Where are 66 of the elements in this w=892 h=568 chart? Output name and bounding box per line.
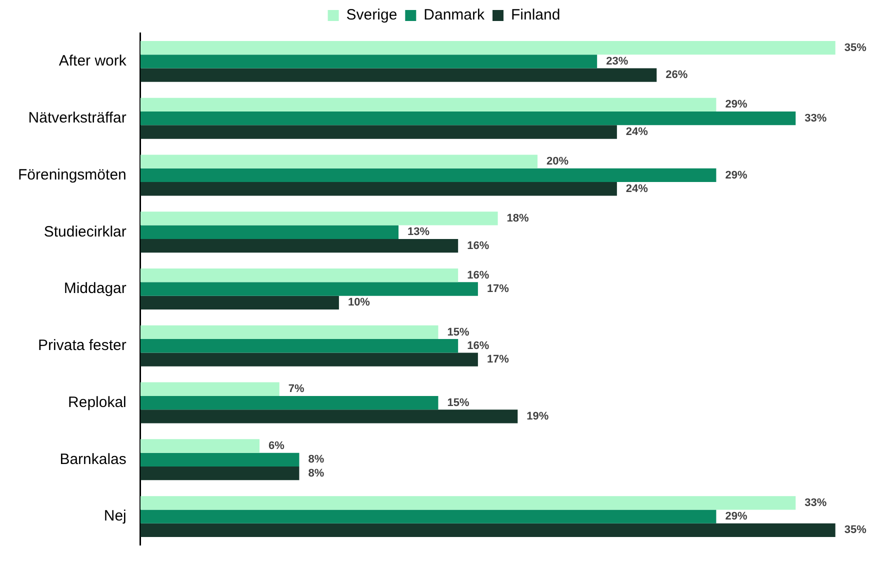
data-label: 24% [626,126,648,138]
data-label: 15% [447,396,470,409]
y-tick-label: After work [58,52,127,70]
bar [140,40,836,55]
bar [140,510,716,524]
data-label: 17% [486,354,510,366]
data-label: 35% [844,42,867,54]
data-label: 6% [268,440,285,452]
legend-label: Sverige [346,6,398,24]
bar [140,325,438,340]
data-label: 29% [725,510,748,523]
bar [140,212,498,226]
bar [140,182,617,196]
bar [140,396,438,410]
bar [140,523,836,538]
bar [140,410,518,424]
bar [140,112,796,126]
data-label: 35% [844,524,867,536]
legend-label: Danmark [424,6,486,24]
data-label: 19% [526,410,549,422]
data-label: 29% [725,98,748,111]
y-tick-label: Privata fester [38,337,126,354]
data-label: 8% [308,454,324,466]
bar [140,238,458,253]
data-label: 33% [804,496,827,509]
bar [140,54,598,68]
bar [140,125,617,139]
bar [140,352,478,366]
bar [140,466,300,480]
data-label: 15% [447,326,470,338]
bar [140,296,339,310]
bar [140,339,458,353]
data-label: 20% [546,156,569,168]
data-label: 16% [467,240,490,252]
bar [140,168,716,182]
data-label: 23% [606,55,628,68]
y-tick-label: Barnkalas [60,450,126,468]
bar [140,282,478,296]
bar [140,68,657,82]
data-label: 16% [467,269,490,282]
bar [140,98,716,112]
data-label: 13% [408,226,430,238]
bar [140,268,458,282]
bar [140,439,260,453]
bar [140,382,280,396]
data-label: 7% [288,383,304,396]
bar [140,154,538,168]
data-label: 16% [467,340,490,352]
data-label: 33% [804,112,827,124]
y-tick-label: Replokal [68,394,126,411]
data-label: 17% [486,283,510,296]
y-tick-label: Studiecirklar [44,223,126,240]
data-label: 10% [348,296,370,309]
data-label: 26% [666,69,688,82]
y-tick-label: Middagar [64,280,126,298]
data-label: 24% [626,182,648,195]
y-tick-label: Nätverksträffar [28,109,126,126]
legend-label: Finland [511,6,560,24]
data-label: 29% [725,169,748,182]
bar [140,225,399,239]
bar [140,496,796,510]
data-label: 8% [308,467,324,480]
y-tick-label: Nej [104,508,126,525]
y-tick-label: Föreningsmöten [18,166,126,184]
data-label: 18% [506,212,530,224]
bar [140,452,300,466]
